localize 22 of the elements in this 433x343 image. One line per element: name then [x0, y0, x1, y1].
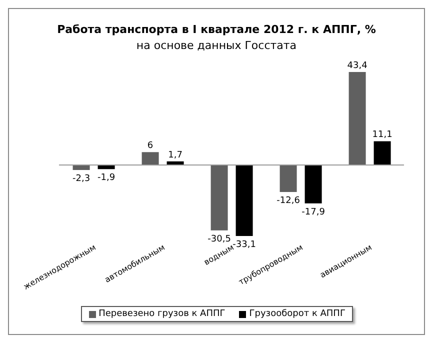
- bar: [348, 72, 366, 166]
- data-label: -2,3: [72, 174, 90, 184]
- data-label: -1,9: [98, 173, 116, 184]
- bar: [280, 165, 297, 192]
- bar: [142, 152, 159, 166]
- bar: [72, 165, 90, 170]
- bar: [304, 165, 322, 204]
- data-label: -17,9: [302, 207, 326, 218]
- bar: [374, 141, 391, 166]
- bar: [236, 165, 253, 236]
- data-label: 11,1: [372, 130, 392, 140]
- data-label: 43,4: [347, 61, 368, 71]
- chart-title: Работа транспорта в I квартале 2012 г. к АППГ, %: [56, 23, 377, 36]
- chart-subtitle: на основе данных Госстата: [135, 39, 298, 52]
- bar: [210, 165, 228, 230]
- legend-label: Грузооборот к АППГ: [248, 309, 346, 319]
- legend-label: Перевезено грузов к АППГ: [98, 309, 226, 319]
- data-label: -30,5: [208, 234, 231, 244]
- data-label: -33,1: [232, 240, 256, 250]
- data-label: -12,6: [276, 196, 300, 206]
- data-label: 1,7: [168, 150, 182, 160]
- data-label: 6: [147, 141, 154, 152]
